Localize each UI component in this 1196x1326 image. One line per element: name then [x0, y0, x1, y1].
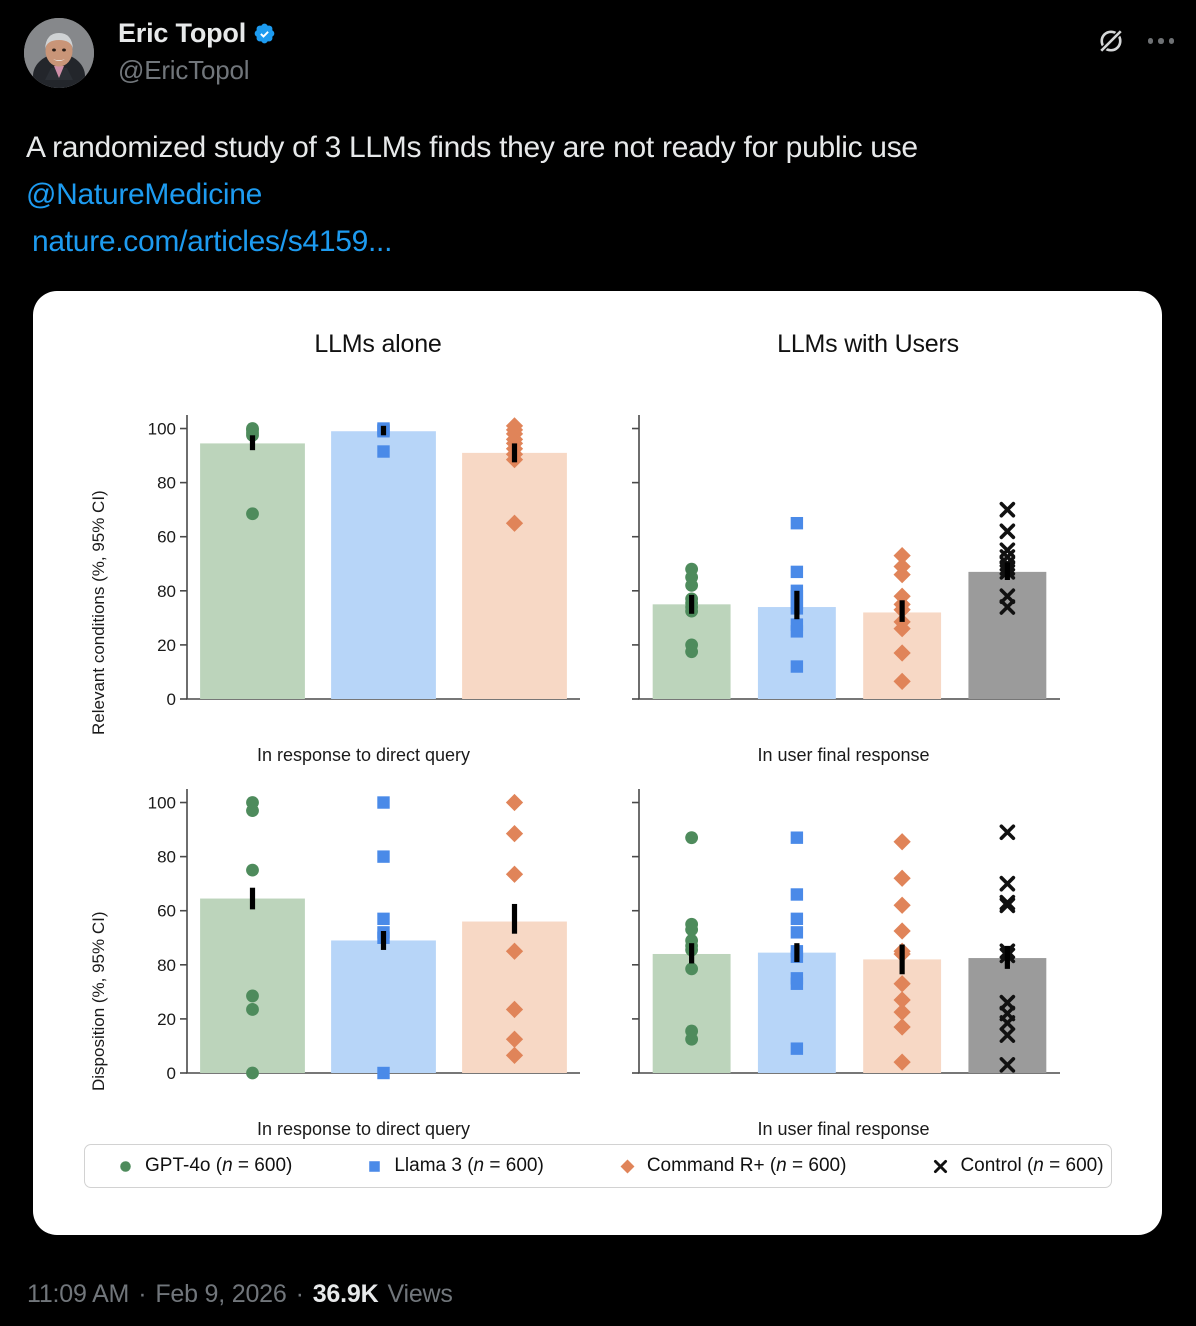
tweet-text: A randomized study of 3 LLMs finds they … — [26, 124, 1146, 265]
diamond-marker-icon — [620, 1159, 635, 1173]
grok-slashed-circle-icon[interactable] — [1096, 26, 1126, 56]
author-name-block: Eric Topol @EricTopol — [118, 14, 276, 87]
tweet-date: Feb 9, 2026 — [155, 1280, 287, 1308]
plot-panel-bottom-right: In user final response — [621, 781, 1066, 1139]
square-marker-icon — [369, 1160, 381, 1172]
svg-text:100: 100 — [148, 420, 176, 439]
legend-label-gpt4o: GPT-4o (n = 600) — [145, 1155, 293, 1176]
circle-marker-icon — [120, 1160, 131, 1172]
views-count: 36.9K — [312, 1280, 379, 1308]
more-options-icon[interactable] — [1147, 26, 1174, 56]
tweet-header: Eric Topol @EricTopol — [24, 14, 1174, 96]
legend-label-control: Control (n = 600) — [960, 1155, 1104, 1176]
svg-text:60: 60 — [157, 902, 176, 921]
legend-item-gpt4o: GPT-4o (n = 600) — [117, 1155, 292, 1177]
svg-text:20: 20 — [157, 1010, 176, 1029]
legend-item-control: Control (n = 600) — [932, 1155, 1104, 1177]
legend-label-llama3: Llama 3 (n = 600) — [394, 1155, 544, 1176]
svg-text:0: 0 — [167, 1064, 176, 1083]
x-axis-label-user-final-top: In user final response — [757, 745, 930, 765]
y-axis-label-relevant-conditions: Relevant conditions (%, 95% CI) — [89, 490, 108, 735]
header-actions — [1096, 26, 1174, 56]
legend-item-command-r-plus: Command R+ (n = 600) — [619, 1155, 847, 1177]
footer-separator-2: · — [295, 1280, 304, 1308]
author-handle[interactable]: @EricTopol — [118, 55, 250, 85]
svg-text:80: 80 — [157, 956, 176, 975]
chart-legend: GPT-4o (n = 600) Llama 3 (n = 600) Comma… — [84, 1144, 1112, 1188]
figure: LLMs alone LLMs with Users Relevant cond… — [33, 291, 1162, 1235]
x-axis-label-direct-query-bottom: In response to direct query — [256, 1119, 471, 1139]
views-label[interactable]: Views — [387, 1280, 453, 1308]
svg-text:20: 20 — [157, 636, 176, 655]
verified-badge-icon — [254, 23, 275, 43]
tweet-footer: 11:09 AM · Feb 9, 2026 · 36.9K Views — [27, 1280, 453, 1309]
panel-title-llms-alone: LLMs alone — [314, 330, 442, 358]
y-axis-label-disposition: Disposition (%, 95% CI) — [89, 911, 108, 1091]
svg-text:80: 80 — [157, 474, 176, 493]
plot-panel-top-left: 100 80 60 80 20 0 In response to direct query — [141, 407, 586, 765]
tweet-media-card[interactable]: LLMs alone LLMs with Users Relevant cond… — [33, 291, 1162, 1235]
legend-label-command-r-plus: Command R+ (n = 600) — [646, 1155, 847, 1176]
avatar[interactable] — [24, 18, 94, 88]
cross-marker-icon — [934, 1159, 948, 1173]
svg-text:0: 0 — [167, 690, 176, 709]
legend-item-llama3: Llama 3 (n = 600) — [366, 1155, 544, 1177]
tweet-time: 11:09 AM — [27, 1280, 130, 1308]
svg-text:80: 80 — [157, 848, 176, 867]
footer-separator-1: · — [138, 1280, 147, 1308]
svg-text:60: 60 — [157, 528, 176, 547]
plot-panel-top-right: In user final response — [621, 407, 1066, 765]
mention-link[interactable]: @NatureMedicine — [26, 178, 263, 211]
x-axis-label-direct-query-top: In response to direct query — [256, 745, 471, 765]
svg-text:80: 80 — [157, 582, 176, 601]
panel-title-llms-with-users: LLMs with Users — [777, 330, 959, 358]
external-link[interactable]: nature.com/articles/s4159... — [32, 225, 393, 258]
tweet-text-line: A randomized study of 3 LLMs finds they … — [26, 131, 918, 164]
svg-text:100: 100 — [148, 794, 176, 813]
avatar-photo — [24, 18, 94, 88]
display-name[interactable]: Eric Topol — [118, 18, 247, 48]
x-axis-label-user-final-bottom: In user final response — [757, 1119, 930, 1139]
plot-panel-bottom-left: 100 80 60 80 20 0 In response to direct query — [141, 781, 586, 1139]
